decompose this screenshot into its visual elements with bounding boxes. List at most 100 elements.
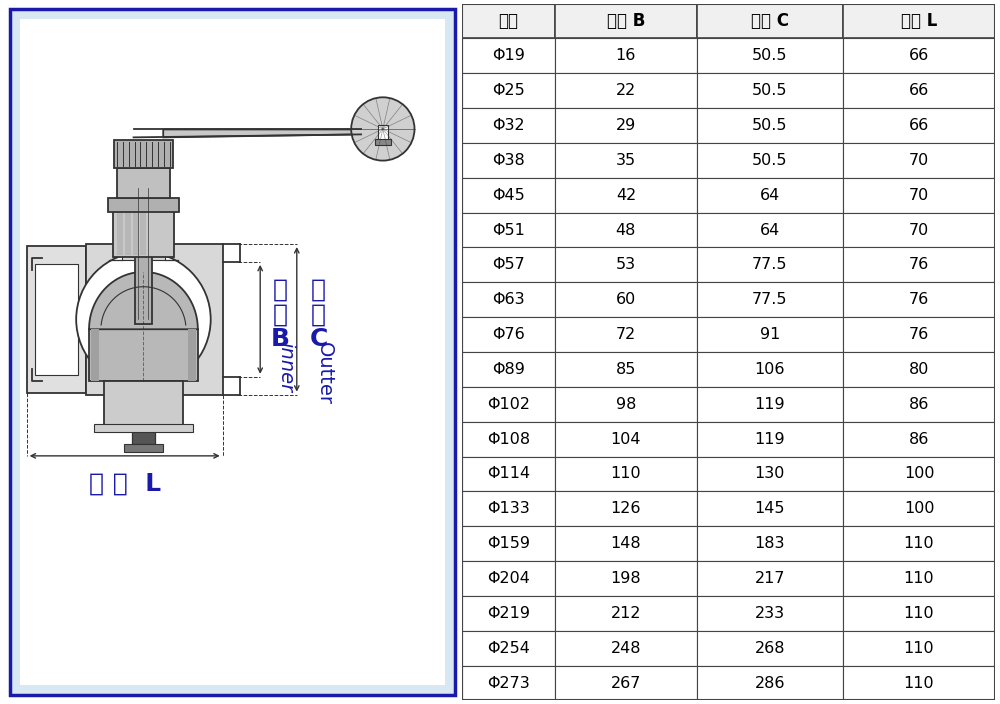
Text: 29: 29 <box>616 118 636 133</box>
Bar <box>555 527 697 561</box>
Bar <box>697 387 843 422</box>
Text: 86: 86 <box>909 397 929 412</box>
Bar <box>843 248 995 282</box>
Bar <box>697 317 843 352</box>
Bar <box>35 264 78 375</box>
Bar <box>697 422 843 457</box>
Text: 64: 64 <box>760 222 780 237</box>
Bar <box>462 561 555 596</box>
Bar <box>697 143 843 177</box>
Polygon shape <box>163 130 361 137</box>
Text: 70: 70 <box>909 188 929 203</box>
Bar <box>462 73 555 108</box>
Bar <box>843 352 995 387</box>
Text: 100: 100 <box>904 501 934 516</box>
Bar <box>843 527 995 561</box>
Bar <box>843 4 995 38</box>
Text: Outter: Outter <box>315 342 334 406</box>
Bar <box>124 444 163 452</box>
Bar <box>555 561 697 596</box>
Text: 212: 212 <box>611 606 641 621</box>
Bar <box>378 125 388 141</box>
Bar <box>462 596 555 631</box>
Text: 72: 72 <box>616 327 636 342</box>
Text: Φ76: Φ76 <box>492 327 525 342</box>
Bar <box>843 317 995 352</box>
Bar <box>462 4 555 38</box>
Bar <box>27 246 86 393</box>
Bar <box>555 282 697 317</box>
Text: 233: 233 <box>755 606 785 621</box>
Text: 119: 119 <box>754 397 785 412</box>
Text: 76: 76 <box>909 327 929 342</box>
Bar <box>555 352 697 387</box>
Bar <box>555 666 697 700</box>
Bar <box>132 428 155 444</box>
Bar <box>843 596 995 631</box>
Bar <box>462 38 555 73</box>
Bar <box>555 317 697 352</box>
Text: 286: 286 <box>755 676 785 691</box>
Bar <box>843 108 995 143</box>
Text: Φ159: Φ159 <box>487 536 530 551</box>
Text: 217: 217 <box>755 571 785 586</box>
Bar <box>117 168 170 198</box>
Text: 126: 126 <box>611 501 641 516</box>
Text: 119: 119 <box>754 432 785 446</box>
Text: 148: 148 <box>611 536 641 551</box>
Bar <box>135 158 152 325</box>
Text: 198: 198 <box>611 571 641 586</box>
Bar <box>462 317 555 352</box>
Bar <box>843 491 995 527</box>
Bar <box>122 240 165 260</box>
Text: 66: 66 <box>909 83 929 98</box>
Bar <box>843 631 995 666</box>
Text: 76: 76 <box>909 258 929 272</box>
Bar <box>843 73 995 108</box>
Text: 50.5: 50.5 <box>752 83 788 98</box>
Text: 110: 110 <box>904 641 934 655</box>
Bar <box>462 282 555 317</box>
Bar <box>114 140 173 168</box>
Text: 98: 98 <box>616 397 636 412</box>
Text: Φ133: Φ133 <box>487 501 530 516</box>
Bar <box>555 38 697 73</box>
Bar <box>555 73 697 108</box>
Text: 100: 100 <box>904 467 934 482</box>
Bar <box>697 491 843 527</box>
Text: 内径 B: 内径 B <box>607 12 645 30</box>
Text: 145: 145 <box>755 501 785 516</box>
Bar <box>697 631 843 666</box>
Bar <box>555 596 697 631</box>
Bar <box>462 177 555 213</box>
Polygon shape <box>89 272 198 329</box>
Text: 卡: 卡 <box>311 277 326 302</box>
Bar <box>133 210 138 255</box>
Bar <box>555 422 697 457</box>
Bar <box>697 73 843 108</box>
Text: Φ254: Φ254 <box>487 641 530 655</box>
Circle shape <box>136 301 151 318</box>
Text: Φ89: Φ89 <box>492 362 525 377</box>
Text: Φ273: Φ273 <box>487 676 530 691</box>
Bar <box>843 282 995 317</box>
Text: 53: 53 <box>616 258 636 272</box>
Bar <box>697 596 843 631</box>
Text: 长度 L: 长度 L <box>901 12 937 30</box>
Text: Φ114: Φ114 <box>487 467 530 482</box>
Text: 248: 248 <box>611 641 641 655</box>
Text: 长 度  L: 长 度 L <box>89 472 161 496</box>
Bar <box>697 352 843 387</box>
Circle shape <box>76 252 211 386</box>
Text: 66: 66 <box>909 49 929 63</box>
Text: 70: 70 <box>909 222 929 237</box>
Bar <box>555 213 697 248</box>
Bar <box>462 143 555 177</box>
Text: Φ57: Φ57 <box>492 258 525 272</box>
Text: Φ25: Φ25 <box>492 83 525 98</box>
Bar <box>94 425 193 432</box>
Text: 267: 267 <box>611 676 641 691</box>
Bar <box>697 561 843 596</box>
Text: 48: 48 <box>616 222 636 237</box>
Bar <box>140 210 146 255</box>
